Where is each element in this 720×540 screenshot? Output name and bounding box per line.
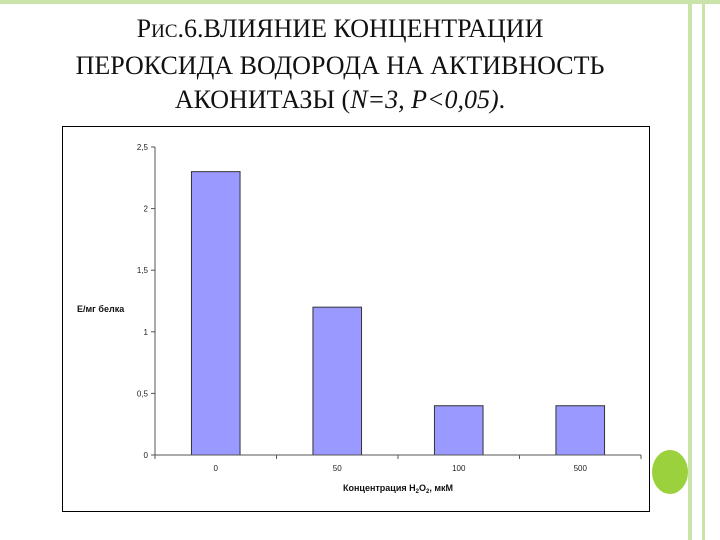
slide-title: РИС.6.ВЛИЯНИЕ КОНЦЕНТРАЦИИ ПЕРОКСИДА ВОД…	[20, 12, 660, 117]
y-tick-label: 0,5	[137, 389, 149, 398]
title-line-2: ПЕРОКСИДА ВОДОРОДА НА АКТИВНОСТЬ	[75, 51, 605, 80]
bar	[555, 405, 606, 456]
x-axis-label: Концентрация H2O2, мкМ	[343, 483, 453, 495]
x-axis-label-end: , мкМ	[429, 483, 453, 493]
x-tick-label: 0	[214, 464, 219, 473]
y-tick-label: 1,5	[137, 266, 149, 275]
x-axis-label-sub1: 2	[416, 489, 420, 495]
y-tick-label: 1	[144, 328, 149, 337]
x-tick-label: 500	[574, 464, 588, 473]
bar-chart: 0 0,5 1 1,5 2 2,5 0 50 100 500 Е/мг белка Концен…	[77, 143, 642, 495]
title-line3-prefix: АКОНИТАЗЫ (	[174, 85, 351, 114]
bars	[190, 171, 606, 456]
y-axis-label: Е/мг белка	[77, 304, 125, 314]
x-tick-label: 50	[333, 464, 342, 473]
title-smallcaps: ИС	[151, 21, 178, 42]
title-line-3: АКОНИТАЗЫ (N=3, P<0,05).	[20, 83, 660, 117]
x-axis-label-mid: O	[419, 483, 426, 493]
chart-frame: 0 0,5 1 1,5 2 2,5 0 50 100 500 Е/мг белка Концен…	[62, 126, 650, 512]
slide-frame-top	[0, 0, 720, 4]
x-tick-label: 100	[452, 464, 466, 473]
y-axis: 0 0,5 1 1,5 2 2,5	[137, 143, 156, 460]
title-rest: .6.ВЛИЯНИЕ КОНЦЕНТРАЦИИ	[177, 14, 544, 43]
y-tick-label: 2	[144, 205, 149, 214]
title-prefix: Р	[136, 14, 152, 43]
x-axis-label-main: Концентрация H	[343, 483, 416, 493]
y-tick-label: 0	[144, 451, 149, 460]
title-line-1: РИС.6.ВЛИЯНИЕ КОНЦЕНТРАЦИИ	[20, 12, 660, 49]
decorative-circle	[652, 450, 688, 494]
slide-frame-stripe	[702, 0, 705, 540]
title-line3-stats: N=3, P<0,05)	[350, 85, 499, 114]
x-axis: 0 50 100 500	[154, 454, 642, 473]
y-tick-label: 2,5	[137, 143, 149, 152]
bar	[190, 171, 241, 456]
x-axis-label-sub2: 2	[426, 489, 430, 495]
bar	[433, 405, 484, 456]
slide-frame-stripe	[688, 0, 692, 540]
bar	[312, 306, 363, 456]
title-line3-suffix: .	[498, 85, 506, 114]
